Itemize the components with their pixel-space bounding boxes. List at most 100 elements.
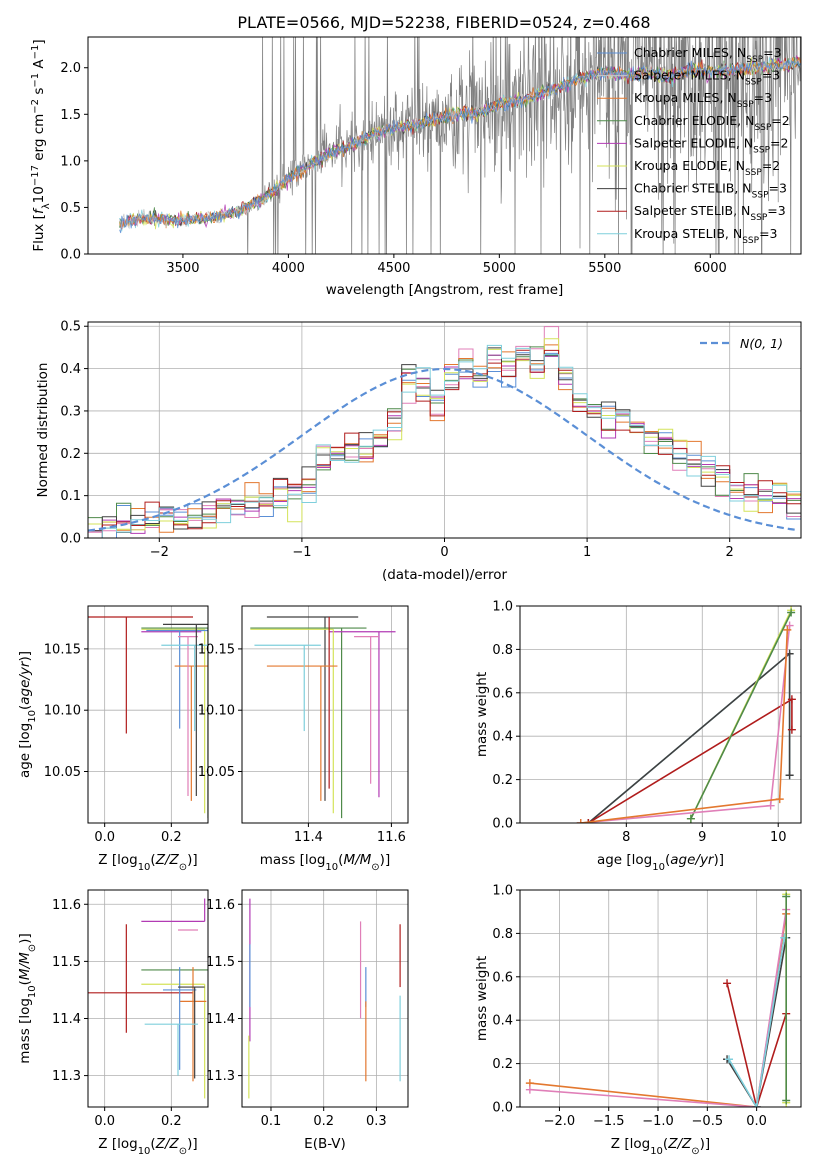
ytick-label-0: 0.0 bbox=[492, 1101, 513, 1116]
ytick-label-2: 10.15 bbox=[44, 642, 81, 657]
y-axis-label-mass_vs_Z: mass [log10(M/M⊙)] bbox=[17, 933, 38, 1063]
ytick-label-1: 0.5 bbox=[60, 201, 81, 216]
ytick-label-5: 1.0 bbox=[492, 884, 513, 899]
xtick-label-3: 5000 bbox=[483, 261, 516, 276]
ytick-label-3: 0.3 bbox=[60, 404, 81, 419]
errorbar-0 bbox=[88, 924, 193, 1033]
plot-area-age_vs_Z bbox=[88, 616, 208, 819]
ytick-label-1: 10.10 bbox=[198, 704, 235, 719]
panel-age_vs_mass: 11.4 11.6 10.05 10.10 10.15 mass [log10(M/M⊙)… bbox=[198, 605, 409, 873]
errorbar-5 bbox=[174, 665, 208, 801]
xtick-label-3: −0.5 bbox=[692, 1114, 724, 1129]
plot-area-residuals bbox=[88, 326, 801, 538]
x-axis-label-age_vs_mass: mass [log10(M/M⊙)] bbox=[260, 852, 390, 873]
plot-area-mass_vs_Z bbox=[88, 898, 208, 1099]
ytick-label-2: 0.4 bbox=[492, 730, 513, 745]
ytick-label-3: 11.6 bbox=[52, 898, 81, 913]
xtick-label-0: 8 bbox=[622, 830, 630, 845]
panel-mass_vs_ebv: 0.1 0.2 0.3 11.3 11.4 11.5 11.6 E(B-V) bbox=[206, 889, 409, 1152]
xtick-label-0: −2.0 bbox=[544, 1114, 576, 1129]
weight-marker-1-0 bbox=[525, 1085, 534, 1094]
ytick-label-1: 11.4 bbox=[206, 1012, 235, 1027]
x-axis-label-weight_vs_Z: Z [log10(Z/Z⊙)] bbox=[611, 1136, 710, 1157]
y-axis-label-weight_vs_age: mass weight bbox=[474, 672, 490, 757]
frame-mass_vs_ebv bbox=[241, 889, 409, 1108]
xtick-label-2: −1.0 bbox=[642, 1114, 674, 1129]
weight-marker-5-2 bbox=[785, 621, 794, 630]
x-axis-label-residuals: (data-model)/error bbox=[382, 567, 508, 583]
xtick-label-2: 0.3 bbox=[366, 1114, 387, 1129]
xtick-label-1: 11.6 bbox=[377, 830, 406, 845]
plot-area-age_vs_mass bbox=[250, 616, 396, 819]
x-axis-label-age_vs_Z: Z [log10(Z/Z⊙)] bbox=[98, 852, 197, 873]
weight-line-2 bbox=[726, 983, 787, 1107]
ytick-label-1: 0.2 bbox=[492, 1057, 513, 1072]
ytick-label-0: 0.0 bbox=[60, 248, 81, 263]
xtick-label-0: 0.0 bbox=[94, 830, 115, 845]
weight-marker-2-0 bbox=[723, 979, 732, 988]
plot-area-spectrum bbox=[119, 37, 801, 254]
xtick-label-0: 0.1 bbox=[261, 1114, 282, 1129]
y-axis-label-residuals: Normed distribution bbox=[35, 363, 51, 498]
ytick-label-4: 2.0 bbox=[60, 61, 81, 76]
xtick-label-0: 0.0 bbox=[94, 1114, 115, 1129]
errorbar-0 bbox=[266, 616, 359, 801]
plot-area-weight_vs_age bbox=[576, 606, 796, 823]
ytick-label-2: 11.5 bbox=[52, 955, 81, 970]
weight-marker-5-1 bbox=[766, 801, 775, 810]
errorbar-7 bbox=[178, 986, 205, 1079]
frame-age_vs_Z bbox=[87, 605, 209, 824]
xtick-label-4: 0.0 bbox=[746, 1114, 767, 1129]
weight-marker-2-0 bbox=[584, 819, 593, 823]
ytick-label-2: 1.0 bbox=[60, 154, 81, 169]
legend-entry-3: Chabrier ELODIE, NSSP=2 bbox=[634, 113, 790, 133]
histogram-salpeter_stelib bbox=[88, 349, 801, 538]
xtick-label-2: 0 bbox=[440, 545, 448, 560]
x-axis-label-weight_vs_age: age [log10(age/yr)] bbox=[597, 852, 724, 873]
weight-marker-4-1 bbox=[752, 1103, 761, 1107]
ytick-label-2: 0.2 bbox=[60, 447, 81, 462]
x-axis-label-spectrum: wavelength [Angstrom, rest frame] bbox=[326, 282, 564, 298]
y-axis-label-age_vs_Z: age [log10(age/yr)] bbox=[17, 651, 38, 778]
xtick-label-2: 10 bbox=[770, 830, 787, 845]
errorbar-8 bbox=[144, 1023, 198, 1076]
xtick-label-1: 0.2 bbox=[313, 1114, 334, 1129]
legend-entry-5: Kroupa ELODIE, NSSP=2 bbox=[634, 158, 780, 178]
ytick-label-5: 1.0 bbox=[492, 600, 513, 615]
weight-line-4 bbox=[690, 612, 792, 820]
weight-marker-4-0 bbox=[686, 814, 695, 823]
errorbar-6 bbox=[354, 636, 379, 784]
panel-age_vs_Z: 0.0 0.2 10.05 10.10 10.15 Z [log10(Z/Z⊙)] age … bbox=[17, 605, 209, 873]
legend-entry-1: Salpeter MILES, NSSP=3 bbox=[634, 68, 780, 88]
errorbar-7 bbox=[161, 644, 208, 732]
ytick-label-1: 11.4 bbox=[52, 1012, 81, 1027]
errorbar-7 bbox=[254, 644, 321, 732]
weight-marker-1-2 bbox=[785, 771, 794, 780]
errorbar-8 bbox=[163, 623, 208, 797]
ytick-label-3: 1.5 bbox=[60, 108, 81, 123]
xtick-label-3: 1 bbox=[583, 545, 591, 560]
errorbar-2 bbox=[329, 631, 396, 798]
legend-entry-6: Chabrier STELIB, NSSP=3 bbox=[634, 181, 787, 201]
weight-marker-6-1 bbox=[775, 795, 784, 804]
xtick-label-0: −2 bbox=[150, 545, 169, 560]
legend-entry-4: Salpeter ELODIE, NSSP=2 bbox=[634, 135, 788, 155]
errorbar-3 bbox=[250, 628, 334, 814]
xtick-label-1: −1.5 bbox=[593, 1114, 625, 1129]
weight-line-2 bbox=[587, 697, 793, 823]
panels: 3500 4000 4500 5000 5500 6000 0.0 0.5 1.0 1.5 2.0 C… bbox=[17, 36, 802, 1157]
ytick-label-5: 0.5 bbox=[60, 320, 81, 335]
xtick-label-1: 4000 bbox=[272, 261, 305, 276]
weight-marker-6-1 bbox=[782, 892, 791, 901]
y-axis-label-spectrum: Flux [fλ10−17 erg cm−2 s−1 A−1] bbox=[30, 39, 52, 251]
ytick-label-1: 0.2 bbox=[492, 773, 513, 788]
chart-title: PLATE=0566, MJD=52238, FIBERID=0524, z=0… bbox=[237, 13, 650, 32]
ytick-label-2: 11.5 bbox=[206, 955, 235, 970]
xtick-label-1: 0.2 bbox=[161, 830, 182, 845]
weight-marker-4-1 bbox=[787, 608, 796, 617]
weight-line-6 bbox=[580, 629, 789, 823]
errorbar-0 bbox=[88, 616, 193, 734]
errorbar-1 bbox=[141, 898, 206, 923]
ytick-label-2: 0.4 bbox=[492, 1014, 513, 1029]
frame-spectrum bbox=[87, 36, 802, 255]
